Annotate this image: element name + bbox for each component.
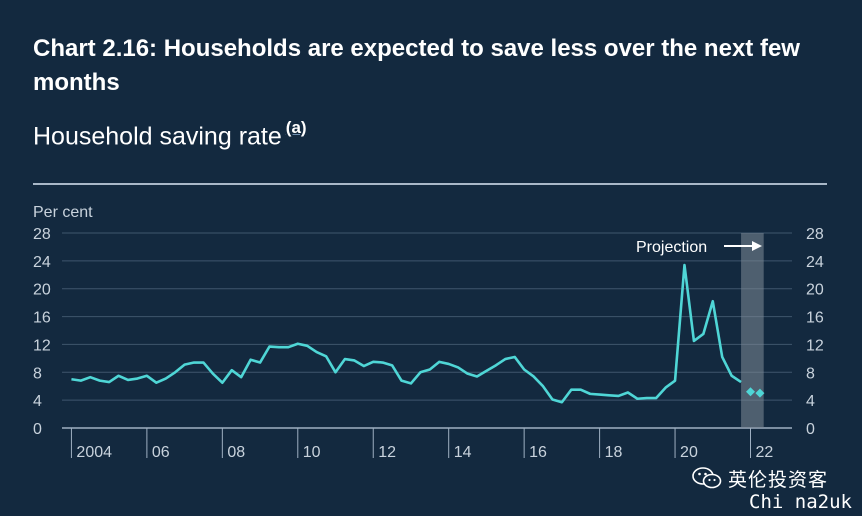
x-tick-label: 16	[529, 444, 547, 461]
chart-subtitle: Household saving rate (a)	[33, 112, 307, 154]
x-tick-label: 12	[378, 444, 396, 461]
y-tick-label-right: 24	[806, 254, 824, 271]
x-tick-label: 2004	[76, 444, 112, 461]
watermark-subtitle: Chi na2uk	[749, 491, 852, 513]
header-divider	[33, 183, 827, 185]
y-tick-label-right: 16	[806, 310, 824, 327]
y-axis-label: Per cent	[33, 204, 93, 221]
saving-rate-line	[71, 263, 742, 404]
projection-point	[746, 387, 756, 397]
x-tick-label: 06	[152, 444, 170, 461]
projection-band	[741, 233, 764, 428]
y-tick-label-left: 24	[33, 254, 51, 271]
y-tick-label-right: 20	[806, 282, 824, 299]
subtitle-text: Household saving rate	[33, 122, 282, 151]
x-tick-label: 14	[454, 444, 472, 461]
series-layer	[71, 263, 765, 404]
projection-label: Projection	[636, 239, 707, 256]
y-tick-label-right: 0	[806, 421, 815, 438]
x-tick-label: 20	[680, 444, 698, 461]
y-tick-label-left: 8	[33, 365, 42, 382]
y-tick-label-left: 4	[33, 393, 42, 410]
grid-layer	[62, 232, 792, 429]
x-tick-label: 08	[227, 444, 245, 461]
chart-title: Chart 2.16: Households are expected to s…	[33, 35, 800, 96]
projection-point	[755, 388, 765, 398]
y-tick-label-right: 28	[806, 226, 824, 243]
y-tick-label-left: 12	[33, 337, 51, 354]
y-tick-label-right: 4	[806, 393, 815, 410]
watermark-title: 英伦投资客	[728, 470, 829, 491]
x-tick-label: 22	[756, 444, 774, 461]
y-tick-label-right: 8	[806, 365, 815, 382]
projection-arrow-icon	[724, 241, 762, 251]
x-tick-label: 10	[303, 444, 321, 461]
y-tick-label-left: 28	[33, 226, 51, 243]
y-tick-label-left: 20	[33, 282, 51, 299]
y-tick-label-left: 0	[33, 421, 42, 438]
axis-layer: 0 0 4 4 8 8 12 12 16 16 20 20 24 24 28 28 2004 06 08 10 12 14…	[33, 226, 824, 461]
x-tick-label: 18	[605, 444, 623, 461]
y-tick-label-right: 12	[806, 337, 824, 354]
y-tick-label-left: 16	[33, 310, 51, 327]
footnote-marker[interactable]: (a)	[285, 118, 307, 137]
wechat-icon	[692, 467, 722, 489]
